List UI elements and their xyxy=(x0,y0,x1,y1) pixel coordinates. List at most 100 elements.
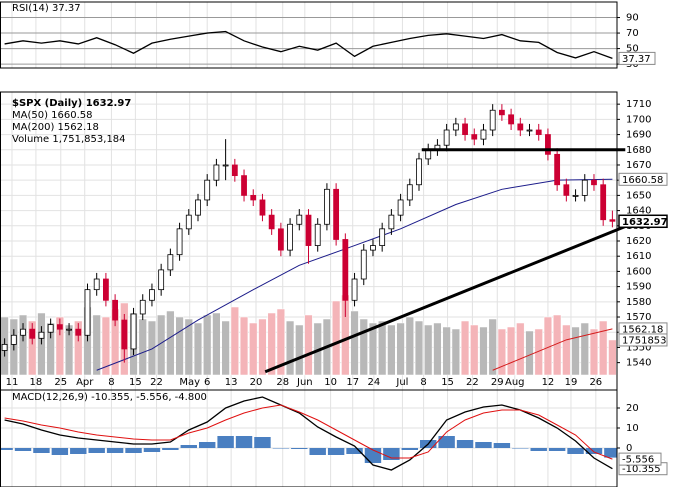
candle-body xyxy=(277,228,284,251)
volume-bar xyxy=(378,320,387,376)
candle-body xyxy=(149,289,155,301)
candle-body xyxy=(176,228,183,256)
histogram-bar xyxy=(548,448,566,451)
candle-body xyxy=(222,164,229,167)
indicator-line xyxy=(4,404,613,460)
histogram-bar xyxy=(456,440,474,448)
candle-body xyxy=(231,164,238,177)
volume-bar xyxy=(157,314,166,376)
candle-body xyxy=(462,123,468,135)
candle-body xyxy=(296,214,303,225)
volume-bar xyxy=(525,330,534,376)
panel-title: RSI(14) 37.37 xyxy=(12,3,81,14)
volume-bar xyxy=(212,312,221,376)
y-tick-label: 1680 xyxy=(626,145,651,156)
x-tick-label: 26 xyxy=(589,377,602,388)
volume-bar xyxy=(562,324,571,376)
last-value-label: 1751853 xyxy=(622,335,667,346)
histogram-bar xyxy=(493,443,511,448)
y-tick-label: 1580 xyxy=(626,297,651,308)
histogram-bar xyxy=(254,437,271,448)
last-value-label: 1660.58 xyxy=(622,175,663,186)
candle-body xyxy=(287,223,293,251)
last-value-box xyxy=(618,51,656,65)
volume-bar xyxy=(433,322,442,376)
volume-bar xyxy=(387,324,396,376)
candle-body xyxy=(314,223,321,246)
x-tick-label: 22 xyxy=(150,377,163,388)
last-value-label: 37.37 xyxy=(622,54,651,65)
y-tick-label: 1670 xyxy=(626,160,651,171)
volume-bar xyxy=(166,310,175,376)
histogram-bar xyxy=(272,448,290,449)
y-tick-label: 50 xyxy=(626,44,639,55)
x-tick-label: 15 xyxy=(129,377,142,388)
moving-average-line xyxy=(96,178,613,371)
histogram-bar xyxy=(0,448,13,450)
candle-body xyxy=(397,199,404,216)
histogram-bar xyxy=(438,436,455,448)
candle-body xyxy=(38,331,45,339)
volume-bar xyxy=(184,318,193,376)
candle-body xyxy=(489,109,496,131)
volume-bar xyxy=(506,326,516,376)
y-tick-label: 1710 xyxy=(626,99,651,110)
candle-body xyxy=(443,129,450,146)
x-tick-label: 29 xyxy=(491,377,504,388)
volume-bar xyxy=(442,326,451,376)
candle-body xyxy=(360,249,367,280)
y-tick-label: 10 xyxy=(626,423,639,434)
volume-bar xyxy=(92,314,101,376)
candle-body xyxy=(305,214,312,246)
last-value-label: -5.556 xyxy=(622,455,654,466)
histogram-bar xyxy=(604,448,617,458)
histogram-bar xyxy=(198,442,216,448)
volume-bar xyxy=(101,316,111,376)
volume-bar xyxy=(460,320,470,376)
volume-bar xyxy=(350,310,359,376)
candle-body xyxy=(545,134,551,155)
x-tick-label: 22 xyxy=(466,377,479,388)
panel-plot xyxy=(0,92,617,390)
candle-body xyxy=(370,245,376,251)
volume-bar xyxy=(249,322,258,376)
x-tick-label: Apr xyxy=(76,377,94,388)
histogram-bar xyxy=(162,448,179,450)
candle-body xyxy=(259,199,266,216)
volume-bar xyxy=(414,320,424,376)
histogram-bar xyxy=(346,448,363,454)
candle-body xyxy=(213,164,220,181)
candle-body xyxy=(29,328,36,339)
candle-body xyxy=(167,254,174,271)
candle-body xyxy=(66,328,72,331)
y-tick-label: 1610 xyxy=(626,251,651,262)
volume-bar xyxy=(479,326,488,376)
candle-body xyxy=(517,123,524,131)
indicator-line xyxy=(4,30,613,60)
panel-plot xyxy=(0,390,617,487)
candle-body xyxy=(406,184,413,201)
volume-bar xyxy=(470,324,479,376)
candle-body xyxy=(351,278,358,301)
candle-body xyxy=(20,328,26,336)
candle-body xyxy=(572,194,579,197)
candle-body xyxy=(342,239,349,301)
histogram-bar xyxy=(309,448,326,455)
candle-body xyxy=(130,313,137,350)
candle-body xyxy=(554,153,561,186)
x-tick-label: Jun xyxy=(296,377,313,388)
volume-bar xyxy=(295,324,304,376)
x-tick-label: 10 xyxy=(324,377,337,388)
volume-bar xyxy=(221,320,230,376)
histogram-bar xyxy=(383,448,400,460)
candle-body xyxy=(56,324,63,330)
x-tick-label: 20 xyxy=(250,377,263,388)
y-tick-label: 0 xyxy=(626,443,632,454)
histogram-bar xyxy=(512,448,529,449)
volume-bar xyxy=(138,318,147,376)
volume-bar xyxy=(55,316,64,376)
histogram-bar xyxy=(106,448,124,453)
x-tick-label: Aug xyxy=(505,377,525,388)
candle-body xyxy=(379,228,386,246)
panel-frame xyxy=(0,1,618,69)
